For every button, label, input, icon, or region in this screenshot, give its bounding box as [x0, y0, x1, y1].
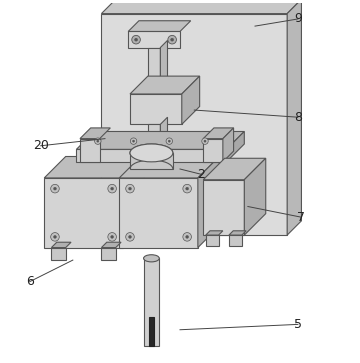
Text: 7: 7 — [297, 211, 305, 224]
Circle shape — [54, 236, 57, 238]
Polygon shape — [203, 128, 234, 139]
Circle shape — [97, 140, 99, 142]
Circle shape — [202, 138, 208, 144]
Circle shape — [171, 38, 174, 41]
Text: 8: 8 — [294, 111, 302, 124]
Polygon shape — [128, 32, 180, 48]
Polygon shape — [44, 178, 123, 248]
Polygon shape — [144, 258, 159, 346]
Circle shape — [135, 38, 138, 41]
Circle shape — [126, 233, 134, 241]
Ellipse shape — [144, 255, 159, 262]
Polygon shape — [102, 13, 287, 235]
Circle shape — [132, 140, 135, 142]
Polygon shape — [130, 153, 173, 169]
Polygon shape — [203, 180, 244, 235]
Polygon shape — [119, 156, 219, 178]
Polygon shape — [244, 158, 266, 235]
Polygon shape — [102, 242, 121, 248]
Polygon shape — [80, 139, 100, 162]
Polygon shape — [51, 242, 71, 248]
Ellipse shape — [130, 144, 173, 162]
Polygon shape — [226, 131, 244, 162]
Circle shape — [108, 184, 116, 193]
Circle shape — [51, 233, 59, 241]
Polygon shape — [206, 235, 219, 246]
Polygon shape — [80, 128, 111, 139]
Circle shape — [111, 187, 113, 190]
Polygon shape — [51, 248, 66, 260]
Ellipse shape — [130, 144, 173, 162]
Circle shape — [186, 187, 189, 190]
Polygon shape — [102, 0, 301, 13]
Circle shape — [130, 138, 137, 144]
Polygon shape — [128, 21, 191, 32]
Circle shape — [132, 36, 140, 44]
Circle shape — [129, 187, 131, 190]
Polygon shape — [206, 231, 223, 235]
Polygon shape — [203, 139, 223, 162]
Circle shape — [183, 184, 192, 193]
Polygon shape — [160, 40, 167, 99]
Circle shape — [95, 138, 101, 144]
Polygon shape — [130, 94, 182, 125]
Circle shape — [129, 236, 131, 238]
Circle shape — [183, 233, 192, 241]
Circle shape — [168, 36, 176, 44]
Polygon shape — [119, 178, 198, 248]
Polygon shape — [76, 131, 244, 149]
Text: 5: 5 — [294, 318, 302, 331]
Polygon shape — [102, 248, 116, 260]
Polygon shape — [229, 231, 246, 235]
Polygon shape — [130, 76, 200, 94]
Polygon shape — [223, 128, 234, 162]
Circle shape — [186, 236, 189, 238]
Polygon shape — [287, 0, 301, 235]
Circle shape — [111, 236, 113, 238]
Text: 20: 20 — [33, 139, 49, 152]
Text: 6: 6 — [26, 275, 34, 288]
Polygon shape — [160, 117, 167, 153]
Text: 2: 2 — [198, 168, 205, 181]
Polygon shape — [198, 156, 219, 248]
Circle shape — [51, 184, 59, 193]
Polygon shape — [123, 156, 144, 248]
Circle shape — [54, 187, 57, 190]
Polygon shape — [203, 158, 266, 180]
Polygon shape — [229, 235, 242, 246]
Circle shape — [166, 138, 172, 144]
Polygon shape — [148, 125, 160, 153]
Circle shape — [108, 233, 116, 241]
Circle shape — [204, 140, 206, 142]
Polygon shape — [182, 76, 200, 125]
Text: 9: 9 — [294, 12, 302, 25]
Polygon shape — [149, 317, 154, 346]
Polygon shape — [148, 48, 160, 99]
Polygon shape — [44, 156, 144, 178]
Polygon shape — [76, 149, 226, 162]
Circle shape — [126, 184, 134, 193]
Circle shape — [168, 140, 170, 142]
